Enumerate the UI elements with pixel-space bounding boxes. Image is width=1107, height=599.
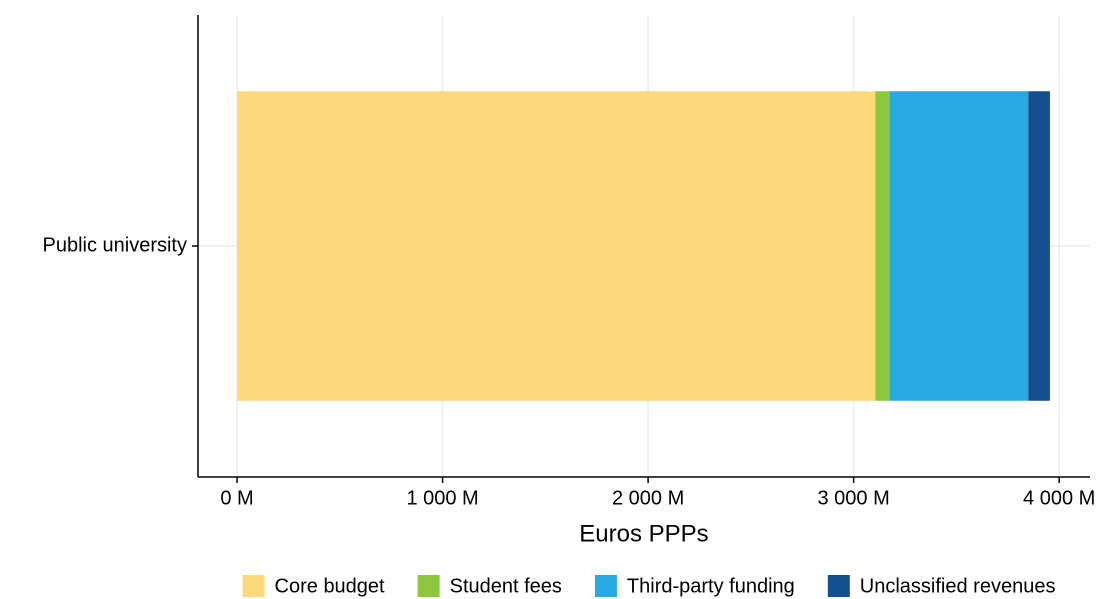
x-tick-label: 4 000 M xyxy=(1023,487,1095,509)
x-tick-label: 3 000 M xyxy=(818,487,890,509)
x-tick-label: 0 M xyxy=(220,487,253,509)
legend-label: Third-party funding xyxy=(627,575,795,597)
legend-swatch xyxy=(594,575,617,597)
legend-swatch xyxy=(417,575,440,597)
legend-label: Core budget xyxy=(275,575,386,597)
x-axis-title: Euros PPPs xyxy=(579,520,708,547)
legend-label: Unclassified revenues xyxy=(860,575,1056,597)
legend-label: Student fees xyxy=(450,575,562,597)
legend-swatch xyxy=(827,575,850,597)
bar-segment xyxy=(875,91,890,401)
bar-segment xyxy=(889,91,1029,401)
x-tick-label: 2 000 M xyxy=(612,487,684,509)
y-tick-label: Public university xyxy=(42,234,187,256)
bar-segment xyxy=(237,91,876,401)
bar-segment xyxy=(1028,91,1050,401)
legend-swatch xyxy=(242,575,265,597)
x-tick-label: 1 000 M xyxy=(406,487,478,509)
